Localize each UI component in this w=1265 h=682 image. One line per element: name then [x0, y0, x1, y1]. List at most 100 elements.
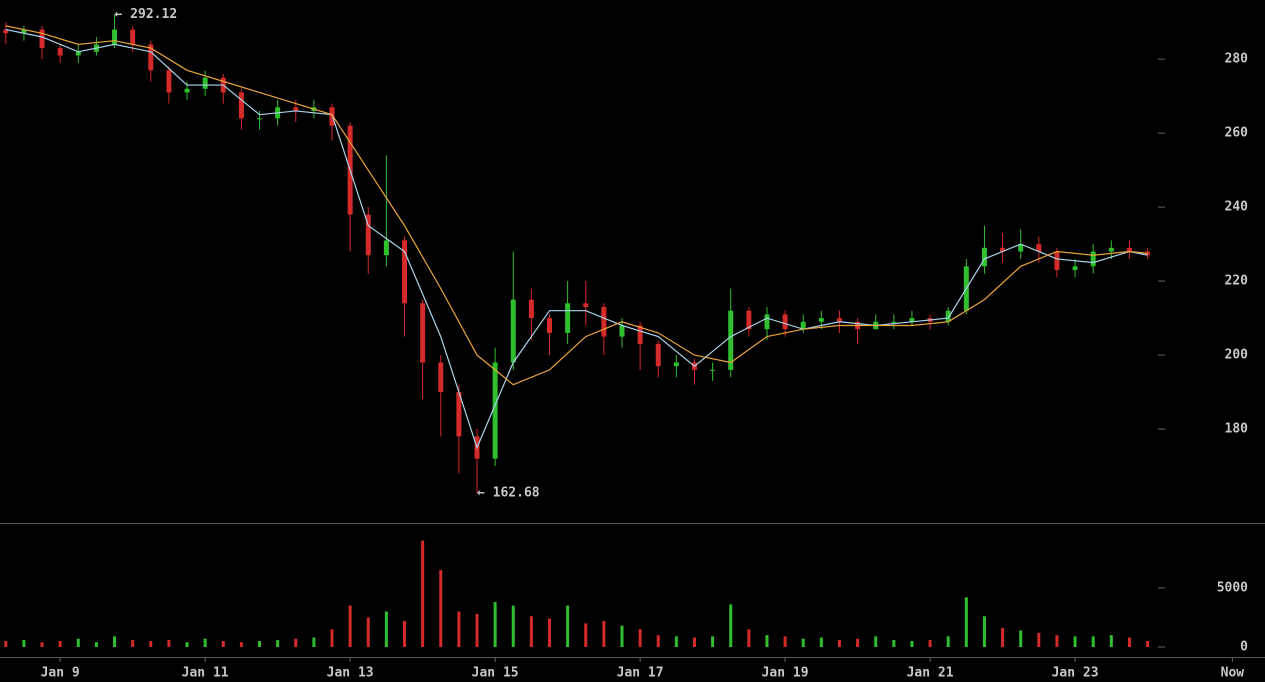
candle-body — [75, 51, 81, 56]
volume-bar — [239, 642, 243, 647]
x-tick-label: Jan 23 — [1052, 666, 1099, 681]
candle-body — [1054, 251, 1060, 271]
x-tick-label: Now — [1221, 666, 1245, 681]
volume-bar — [312, 637, 316, 647]
volume-bar — [566, 605, 570, 647]
y-tick-label: 220 — [1225, 274, 1249, 289]
y-tick-label: 240 — [1225, 200, 1249, 215]
candle-body — [710, 369, 716, 371]
y-tick-label: 280 — [1225, 52, 1249, 67]
candle-body — [1090, 251, 1096, 267]
candle-body — [438, 362, 444, 393]
y-tick-label: 200 — [1225, 348, 1249, 363]
volume-bar — [638, 629, 642, 647]
candle-body — [57, 48, 63, 56]
candle-body — [800, 321, 806, 330]
y-tick-label: 0 — [1240, 640, 1248, 655]
volume-bar — [348, 605, 352, 647]
volume-bar — [892, 639, 896, 647]
volume-bar — [783, 636, 787, 647]
x-tick-label: Jan 9 — [41, 666, 80, 681]
volume-bar — [1055, 635, 1059, 647]
extreme-annotation: ← 292.12 — [115, 7, 178, 22]
volume-bar — [22, 639, 26, 647]
y-tick-label: 180 — [1225, 422, 1249, 437]
candle-body — [383, 240, 389, 256]
candle-body — [112, 29, 118, 45]
candle-body — [746, 310, 752, 330]
volume-bar — [928, 639, 932, 647]
volume-bar — [403, 620, 407, 647]
candle-body — [728, 310, 734, 370]
volume-bar — [656, 635, 660, 647]
volume-bar — [276, 639, 280, 647]
candle-body — [293, 107, 299, 111]
volume-bar — [1091, 636, 1095, 647]
volume-bar — [131, 639, 135, 647]
candle-body — [1072, 266, 1078, 271]
volume-bar — [765, 635, 769, 647]
x-tick-label: Jan 13 — [327, 666, 374, 681]
candle-body — [492, 362, 498, 459]
candle-body — [818, 318, 824, 322]
candle-body — [546, 318, 552, 333]
x-tick-label: Jan 11 — [182, 666, 229, 681]
candle-body — [365, 214, 371, 256]
volume-bar — [149, 641, 153, 647]
candle-body — [238, 92, 244, 119]
candle-body — [528, 299, 534, 319]
candle-body — [39, 29, 45, 49]
candle-body — [130, 29, 136, 45]
volume-bar — [910, 641, 914, 647]
x-tick-label: Jan 21 — [907, 666, 954, 681]
candle-body — [257, 118, 263, 120]
volume-bar — [584, 623, 588, 647]
volume-bar — [982, 616, 986, 647]
volume-bar — [167, 639, 171, 647]
volume-bar — [1109, 635, 1113, 647]
volume-bar — [946, 636, 950, 647]
volume-bar — [819, 637, 823, 647]
candle-body — [655, 343, 661, 367]
candle-body — [1145, 251, 1151, 256]
candle-body — [909, 318, 915, 322]
candle-body — [456, 392, 462, 437]
x-tick-label: Jan 17 — [617, 666, 664, 681]
candle-body — [601, 306, 607, 337]
candle-body — [583, 303, 589, 307]
volume-bar — [185, 642, 189, 647]
volume-bar — [837, 639, 841, 647]
x-tick-label: Jan 15 — [472, 666, 519, 681]
volume-bar — [76, 638, 80, 647]
extreme-annotation: ← 162.68 — [477, 486, 540, 501]
candle-body — [565, 303, 571, 333]
candle-body — [1108, 247, 1114, 252]
volume-bar — [366, 617, 370, 647]
volume-bar — [602, 620, 606, 647]
volume-bar — [384, 611, 388, 647]
volume-bar — [547, 618, 551, 647]
volume-bar — [674, 636, 678, 647]
volume-bar — [203, 638, 207, 647]
candle-body — [21, 29, 27, 34]
volume-bar — [692, 637, 696, 647]
candle-body — [764, 314, 770, 330]
candle-body — [1036, 244, 1042, 252]
candle-body — [510, 299, 516, 363]
volume-bar — [964, 597, 968, 647]
volume-bar — [294, 638, 298, 647]
volume-bar — [711, 636, 715, 647]
candle-body — [619, 325, 625, 337]
volume-bar — [801, 638, 805, 647]
volume-bar — [1146, 641, 1150, 647]
volume-bar — [1037, 632, 1041, 647]
candle-body — [673, 362, 679, 367]
volume-bar — [747, 629, 751, 647]
volume-bar — [421, 540, 425, 647]
volume-bar — [529, 616, 533, 647]
candle-body — [1000, 247, 1006, 252]
candle-body — [202, 77, 208, 89]
candle-body — [402, 240, 408, 304]
